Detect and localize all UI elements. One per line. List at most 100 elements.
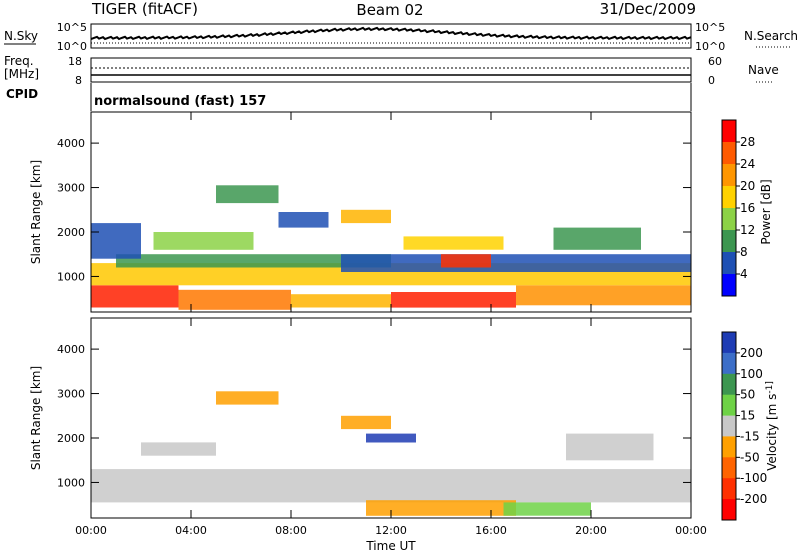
velocity-colorbar-swatch [722,499,736,521]
velocity-data-band [91,469,691,503]
power-data-band [91,285,179,308]
freq-left-tick-top: 18 [68,55,82,68]
power-y-tick-label: 1000 [57,270,85,283]
power-colorbar-tick: 20 [740,179,755,193]
velocity-colorbar-swatch [722,478,736,500]
power-data-band [153,232,254,250]
x-tick-label: 12:00 [375,524,407,537]
velocity-y-tick-label: 4000 [57,343,85,356]
velocity-data-band [503,502,591,516]
power-data-band [341,209,391,224]
freq-right-tick-bottom: 0 [708,74,715,87]
power-data-band [178,289,291,310]
noise-trace [90,26,692,41]
power-colorbar-swatch [722,142,736,165]
power-data-band [291,294,391,308]
noise-right-tick-bottom: 10^0 [695,40,725,53]
power-data-band [216,185,279,204]
beam-title: Beam 02 [356,1,423,19]
power-ylabel: Slant Range [km] [29,160,43,264]
power-y-tick-label: 4000 [57,137,85,150]
velocity-ylabel: Slant Range [km] [29,366,43,470]
x-tick-label: 04:00 [175,524,207,537]
power-colorbar: 28 24 20 16 12 8 4 [721,119,755,297]
velocity-colorbar: 200 100 50 15 -15 -50 -100 -200 [721,331,767,521]
velocity-colorbar-swatch [722,332,736,354]
power-data-band [516,285,691,306]
velocity-colorbar-tick: 15 [740,409,755,423]
nave-label: Nave [748,63,779,77]
power-data-band [341,254,691,272]
velocity-data-band [566,433,654,461]
power-data-band [278,212,329,228]
velocity-data-band [366,433,416,443]
power-colorbar-swatch [722,186,736,209]
velocity-colorbar-label: Velocity [m s-1] [765,381,779,471]
freq-left-tick-bottom: 8 [75,74,82,87]
velocity-data-band [216,391,279,405]
power-colorbar-swatch [722,274,736,297]
noise-left-tick-bottom: 10^0 [57,40,87,53]
cpid-value: normalsound (fast) 157 [94,94,266,109]
power-colorbar-swatch [722,230,736,253]
nsky-label: N.Sky [4,29,38,43]
noise-left-tick-top: 10^5 [57,21,87,34]
freq-label-line2: [MHz] [4,67,39,81]
power-colorbar-swatch [722,208,736,231]
velocity-colorbar-swatch [722,436,736,458]
velocity-colorbar-tick: -15 [740,429,760,443]
power-colorbar-swatch [722,164,736,187]
velocity-y-tick-label: 3000 [57,388,85,401]
cpid-row: CPID normalsound (fast) 157 [6,83,692,111]
power-colorbar-swatch [722,252,736,275]
velocity-colorbar-swatch [722,457,736,479]
power-panel: 1000 2000 3000 4000 Slant Range [km] 28 24 20… [29,111,773,313]
freq-label-line1: Freq. [4,54,34,68]
date-title: 31/Dec/2009 [600,0,696,18]
power-data-band [441,254,491,268]
x-tick-label: 20:00 [575,524,607,537]
power-data-band [403,236,504,250]
velocity-y-tick-label: 1000 [57,476,85,489]
x-tick-label: 16:00 [475,524,507,537]
radar-title: TIGER (fitACF) [91,0,198,18]
velocity-colorbar-tick: -200 [740,492,767,506]
velocity-colorbar-tick: -50 [740,450,760,464]
frequency-panel: Freq. [MHz] 18 8 60 0 Nave [4,54,779,87]
velocity-colorbar-swatch [722,373,736,396]
velocity-colorbar-swatch [722,352,736,375]
power-colorbar-tick: 12 [740,223,755,237]
velocity-colorbar-tick: 50 [740,388,755,402]
power-colorbar-tick: 4 [740,267,748,281]
power-colorbar-tick: 8 [740,245,748,259]
power-colorbar-swatch [722,120,736,143]
velocity-colorbar-swatch [722,415,736,437]
velocity-panel: 1000 2000 3000 4000 00:00 04:00 08:00 12:00 16:… [29,317,779,537]
x-tick-label: 00:00 [675,524,707,537]
power-colorbar-tick: 28 [740,135,755,149]
power-colorbar-label: Power [dB] [759,179,773,244]
power-colorbar-tick: 16 [740,201,755,215]
velocity-data-band [366,500,516,516]
noise-panel: N.Sky 10^5 10^0 10^5 10^0 N.Search [4,21,798,53]
velocity-colorbar-tick: 100 [740,367,763,381]
power-data-band [553,227,641,250]
noise-right-tick-top: 10^5 [695,21,725,34]
velocity-colorbar-tick: -100 [740,471,767,485]
power-data-band [91,223,141,259]
power-y-tick-label: 2000 [57,226,85,239]
x-axis-label: Time UT [365,539,416,553]
power-data-band [391,292,516,308]
x-tick-label: 08:00 [275,524,307,537]
power-colorbar-tick: 24 [740,157,755,171]
velocity-colorbar-swatch [722,394,736,417]
velocity-colorbar-tick: 200 [740,346,763,360]
cpid-label: CPID [6,87,38,101]
velocity-data-band [341,415,391,430]
freq-right-tick-top: 60 [708,55,722,68]
velocity-data-band [141,442,216,456]
power-y-tick-label: 3000 [57,182,85,195]
x-tick-label: 00:00 [75,524,107,537]
velocity-y-tick-label: 2000 [57,432,85,445]
